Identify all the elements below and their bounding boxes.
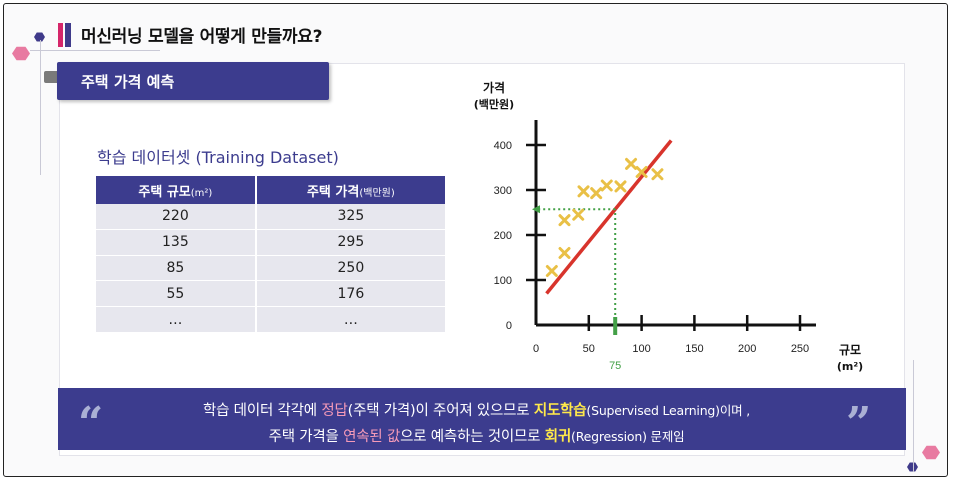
table-cell: … — [255, 306, 445, 333]
data-point — [590, 187, 603, 200]
y-axis-label: 가격 — [483, 80, 505, 95]
page-title: 머신러닝 모델을 어떻게 만들까요? — [81, 27, 323, 47]
highlight-text: 연속된 값 — [343, 429, 401, 445]
regression-line — [545, 139, 673, 295]
table-row: 135 295 — [96, 229, 445, 256]
table-cell: 325 — [255, 204, 445, 230]
highlight-text: 정답 — [321, 403, 348, 419]
open-quote-icon: “ — [78, 398, 104, 449]
close-quote-icon: ” — [846, 398, 872, 449]
section-title-text: 주택 가격 예측 — [81, 72, 175, 91]
hexagon-decoration — [12, 46, 30, 61]
highlight-label: 75 — [609, 360, 621, 372]
guide-arrowhead — [532, 205, 540, 214]
data-point — [625, 157, 638, 170]
x-tick-label: 150 — [685, 343, 703, 355]
price-size-scatter-chart: 0 100 200 300 400 0 50 100 150 200 250 가격 (백만원) 규모 (m²… — [474, 80, 863, 373]
x-tick-label: 50 — [583, 343, 595, 355]
x-tick-label: 250 — [791, 343, 809, 355]
hexagon-decoration — [907, 462, 918, 472]
data-point — [577, 185, 590, 198]
data-point — [572, 208, 585, 221]
divider — [40, 40, 41, 175]
y-tick-label: 200 — [494, 230, 512, 242]
table-cell: … — [96, 306, 257, 333]
divider — [913, 360, 914, 472]
page-header: 머신러닝 모델을 어떻게 만들까요? — [58, 22, 322, 47]
table-cell: 85 — [96, 255, 257, 282]
table-row: 85 250 — [96, 255, 445, 282]
data-point — [558, 247, 571, 259]
highlight-text: 지도학습 — [533, 403, 587, 419]
x-tick-label: 200 — [738, 343, 756, 355]
data-point — [635, 166, 648, 178]
table-cell: 295 — [255, 229, 445, 256]
dataset-title: 학습 데이터셋 (Training Dataset) — [97, 148, 339, 167]
hexagon-decoration — [34, 32, 45, 42]
y-axis-unit: (백만원) — [474, 97, 514, 111]
table-header-row: 주택 규모(m²) 주택 가격(백만원) — [96, 176, 445, 204]
table-cell: 135 — [96, 229, 257, 256]
table-cell: 55 — [96, 280, 257, 308]
y-tick-label: 0 — [506, 320, 512, 332]
table-row: 55 176 — [96, 280, 445, 308]
table-cell: 250 — [255, 255, 445, 282]
title-accent — [65, 22, 71, 47]
y-tick-label: 400 — [494, 140, 512, 152]
dataset-table: 주택 규모(m²) 주택 가격(백만원) 220 325 135 295 85 250… — [96, 176, 445, 333]
section-title: 주택 가격 예측 — [57, 62, 329, 100]
title-accent — [58, 22, 63, 47]
table-row: …… — [96, 306, 445, 333]
highlight-text: 회귀 — [544, 429, 572, 445]
hexagon-decoration — [922, 445, 940, 460]
highlight-tick — [613, 317, 618, 335]
table-cell: 176 — [255, 280, 445, 308]
x-tick-label: 0 — [533, 343, 539, 355]
summary-banner — [58, 388, 906, 450]
table-row: 220 325 — [96, 204, 445, 230]
summary-line-1: 학습 데이터 각각에 정답(주택 가격)이 주어져 있으므로 지도학습(Supe… — [202, 403, 750, 419]
table-cell: 220 — [96, 204, 257, 230]
y-tick-label: 100 — [494, 275, 512, 287]
y-tick-label: 300 — [494, 185, 512, 197]
summary-line-2: 주택 가격을 연속된 값으로 예측하는 것이므로 회귀(Regression) … — [268, 429, 685, 445]
divider — [30, 50, 160, 51]
x-axis-label: 규모 — [839, 343, 861, 357]
column-header-price: 주택 가격(백만원) — [255, 176, 445, 204]
data-point — [614, 180, 627, 193]
column-header-size: 주택 규모(m²) — [96, 176, 257, 204]
x-tick-label: 100 — [632, 343, 650, 355]
data-point — [651, 168, 664, 181]
data-point — [600, 179, 613, 192]
x-axis-unit: (m²) — [837, 360, 863, 373]
data-point — [545, 265, 558, 277]
data-point — [558, 214, 571, 227]
